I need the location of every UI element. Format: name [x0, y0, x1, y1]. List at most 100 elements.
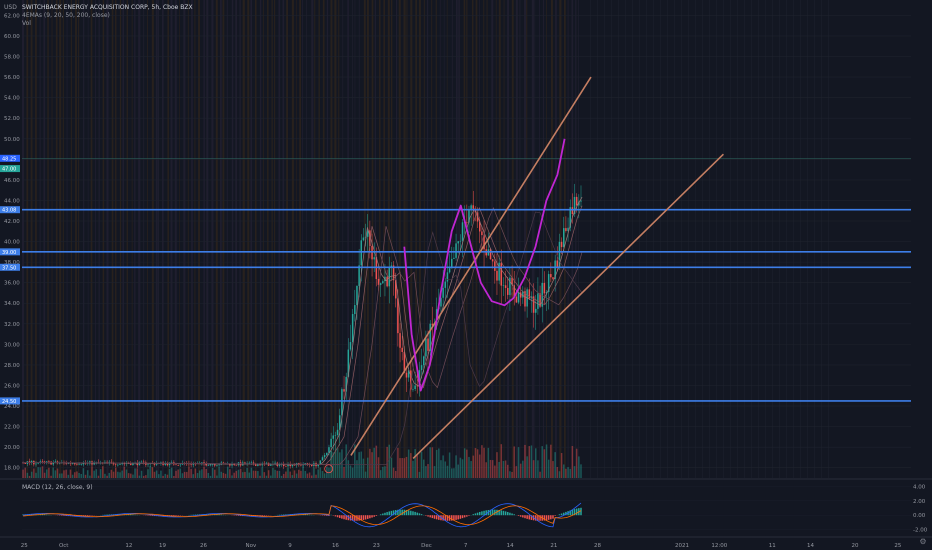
volume-bar [500, 444, 503, 478]
macd-bar [569, 510, 571, 516]
session-band [247, 0, 250, 478]
macd-bar [509, 512, 511, 516]
session-band [660, 0, 661, 478]
volume-bar [175, 470, 177, 478]
macd-bar [43, 514, 46, 516]
session-band [418, 0, 421, 478]
candle-body [539, 293, 541, 307]
volume-bar [67, 474, 70, 478]
candle-body [114, 464, 117, 465]
candle-body [532, 296, 535, 313]
volume-bar [220, 471, 223, 478]
macd-bar [151, 515, 154, 516]
volume-bar [502, 460, 505, 478]
candle-body [142, 461, 145, 463]
macd-tick-label: -2.00 [913, 528, 928, 534]
candle-body [457, 241, 459, 244]
volume-bar [207, 472, 210, 478]
y-tick-label: 44.00 [4, 198, 20, 204]
candle-body [550, 274, 552, 278]
macd-indicator-label[interactable]: MACD (12, 26, close, 9) [22, 484, 93, 491]
volume-bar [48, 467, 50, 478]
candle-body [509, 277, 511, 295]
volume-bar [347, 460, 350, 478]
volume-bar [539, 471, 541, 478]
session-band [555, 0, 557, 478]
volume-bar [276, 470, 279, 478]
volume-bar [181, 473, 184, 478]
session-band [87, 0, 89, 478]
candle-body [448, 268, 451, 273]
candle-body [351, 314, 354, 343]
chart-title[interactable]: SWITCHBACK ENERGY ACQUISITION CORP, 5h, … [22, 4, 193, 11]
session-band [458, 0, 460, 478]
volume-bar [265, 475, 268, 478]
candle-body [104, 461, 106, 463]
macd-bar [461, 515, 464, 519]
volume-bar [250, 467, 253, 478]
ema-indicator-label[interactable]: 4EMAs (9, 20, 50, 200, close) [22, 12, 110, 19]
y-tick-label: 28.00 [4, 363, 20, 369]
level-price-label: 37.50 [2, 265, 16, 271]
candle-body [442, 287, 444, 298]
volume-bar [524, 444, 526, 478]
volume-bar [142, 475, 145, 478]
y-tick-label: 52.00 [4, 116, 20, 122]
candle-body [108, 461, 110, 463]
volume-bar [50, 475, 52, 478]
volume-bar [257, 471, 259, 478]
candle-body [125, 463, 128, 465]
volume-bar [196, 473, 199, 478]
candle-body [56, 461, 59, 463]
candle-body [214, 464, 216, 466]
candle-body [444, 281, 447, 288]
horizontal-levels [0, 206, 911, 405]
volume-bar [229, 469, 231, 478]
session-band [226, 0, 228, 478]
macd-tick-label: 2.00 [913, 499, 926, 505]
volume-bar [545, 444, 548, 478]
session-band [322, 0, 325, 478]
macd-bar [356, 515, 358, 521]
session-band [342, 0, 344, 478]
candle-body [82, 462, 85, 465]
macd-signal-line [23, 505, 582, 526]
candle-body [326, 452, 328, 456]
session-band [106, 0, 109, 478]
session-band [354, 0, 356, 478]
candle-body [179, 464, 182, 466]
volume-bar [97, 475, 100, 478]
macd-bar [132, 514, 134, 516]
macd-bar [399, 509, 401, 516]
macd-bar [530, 515, 533, 520]
candle-body [282, 463, 285, 467]
session-band [311, 0, 314, 478]
volume-bar [259, 475, 261, 478]
volume-indicator-label[interactable]: Vol [22, 20, 31, 27]
volume-bar [511, 471, 513, 478]
session-band [374, 0, 376, 478]
session-band [371, 0, 374, 478]
volume-bar [22, 469, 24, 478]
session-band [286, 0, 289, 478]
macd-bar [571, 509, 574, 516]
volume-bar [216, 475, 218, 478]
macd-histogram [22, 507, 582, 521]
candle-body [515, 296, 518, 303]
candle-body [563, 228, 565, 248]
volume-bar [515, 466, 518, 478]
candle-body [323, 455, 326, 458]
volume-bar [248, 472, 251, 478]
volume-bar [155, 470, 158, 478]
volume-bar [321, 470, 324, 478]
volume-bar [233, 472, 235, 478]
volume-bar [235, 470, 238, 478]
candle-body [119, 463, 121, 465]
volume-bar [550, 444, 552, 478]
macd-bar [405, 509, 408, 516]
session-band [326, 0, 329, 478]
macd-bar [328, 515, 330, 516]
gear-icon[interactable]: ⚙ [919, 537, 927, 546]
macd-bar [547, 515, 550, 520]
